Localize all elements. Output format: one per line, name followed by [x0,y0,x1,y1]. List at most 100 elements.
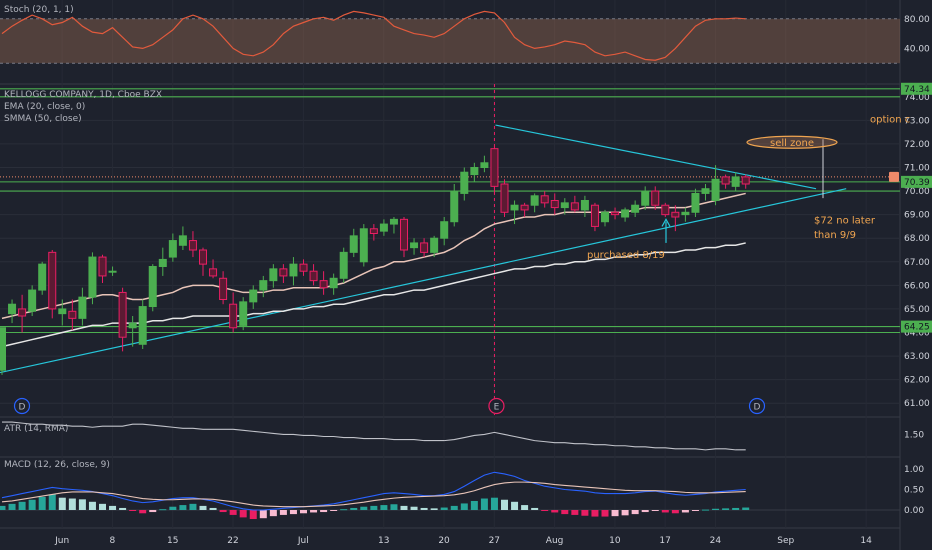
candle[interactable] [641,190,650,206]
candle[interactable] [28,289,37,312]
dividend-badge[interactable] [13,397,31,415]
candle[interactable] [299,263,308,272]
ascending-support-trendline[interactable] [0,188,847,374]
candle[interactable] [369,228,378,235]
candle[interactable] [741,176,750,185]
candle[interactable] [319,280,328,289]
macd-legend: MACD (12, 26, close, 9) [4,460,110,470]
candle[interactable] [590,204,599,227]
candle[interactable] [168,240,177,258]
candle[interactable] [440,221,449,239]
candle[interactable] [229,303,238,329]
candle[interactable] [259,280,268,291]
candle[interactable] [269,268,278,282]
price-axis-label: 73.00 [904,116,930,126]
candle[interactable] [18,308,27,317]
candle[interactable] [510,204,519,211]
descending-resistance-trendline[interactable] [495,124,817,190]
candle[interactable] [430,237,439,253]
earnings-badge[interactable] [488,397,505,415]
candle[interactable] [339,251,348,279]
candle[interactable] [460,171,469,194]
dividend-badge[interactable] [748,397,766,415]
candle[interactable] [138,306,147,345]
candle[interactable] [389,218,398,225]
candle[interactable] [128,322,137,329]
candle[interactable] [480,162,489,169]
candle[interactable] [580,200,589,211]
candle[interactable] [178,235,187,246]
macd-histogram-bar [209,507,217,510]
sell-zone-ellipse[interactable] [746,135,838,149]
candle[interactable] [188,240,197,251]
candle[interactable] [0,327,6,371]
candle[interactable] [671,211,680,218]
candle[interactable] [450,190,459,223]
macd-histogram-bar [179,505,187,510]
candle[interactable] [68,310,77,319]
candle[interactable] [500,183,509,213]
candle[interactable] [88,256,97,298]
candle[interactable] [651,190,660,206]
candle[interactable] [249,289,258,303]
candle[interactable] [349,235,358,253]
candle[interactable] [199,249,207,265]
candle[interactable] [570,202,579,211]
date-axis-label: 14 [860,536,872,546]
candle[interactable] [631,204,640,213]
candle[interactable] [239,301,248,326]
candle[interactable] [209,268,218,277]
candle[interactable] [108,270,117,273]
candle[interactable] [78,296,87,319]
candle[interactable] [731,176,740,187]
stoch-legend: Stoch (20, 1, 1) [4,5,74,15]
candle[interactable] [550,200,559,209]
candle[interactable] [148,266,157,308]
price-tag [901,175,932,188]
candle[interactable] [289,263,298,277]
candle[interactable] [560,202,569,209]
target-annotation-line1: $72 no later [814,215,876,226]
candle[interactable] [711,178,720,202]
candle[interactable] [219,277,228,300]
candle[interactable] [701,188,710,194]
candle[interactable] [98,256,107,277]
candle[interactable] [661,204,670,216]
candle[interactable] [309,270,318,282]
candle[interactable] [691,192,700,213]
candle[interactable] [158,258,167,267]
candle[interactable] [410,242,419,249]
candle[interactable] [400,218,408,251]
alert-marker[interactable] [889,171,899,182]
candle[interactable] [540,195,549,204]
candle[interactable] [279,268,288,277]
price-tag-label: 74.34 [904,85,930,95]
candle[interactable] [379,223,388,232]
candle[interactable] [520,204,529,211]
candle[interactable] [420,242,429,253]
candle[interactable] [58,308,67,315]
candle[interactable] [490,148,499,187]
candle[interactable] [8,303,17,315]
date-axis-label: 17 [659,536,670,546]
candle[interactable] [621,209,630,218]
candle[interactable] [721,176,730,185]
candle[interactable] [601,211,609,223]
macd-histogram-bar [300,510,307,514]
candle[interactable] [681,211,690,216]
price-axis-label: 71.00 [904,164,930,174]
candle[interactable] [329,277,338,289]
candle[interactable] [470,167,479,176]
candle[interactable] [48,251,57,310]
candle[interactable] [38,263,47,291]
macd-histogram-bar [28,499,36,510]
candle[interactable] [611,211,620,216]
dividend-badge-label: D [19,403,26,413]
candle[interactable] [530,195,539,206]
candle[interactable] [118,291,127,338]
macd-axis-label: 0.50 [904,486,924,496]
macd-histogram-bar [380,505,388,510]
candle[interactable] [359,228,368,263]
